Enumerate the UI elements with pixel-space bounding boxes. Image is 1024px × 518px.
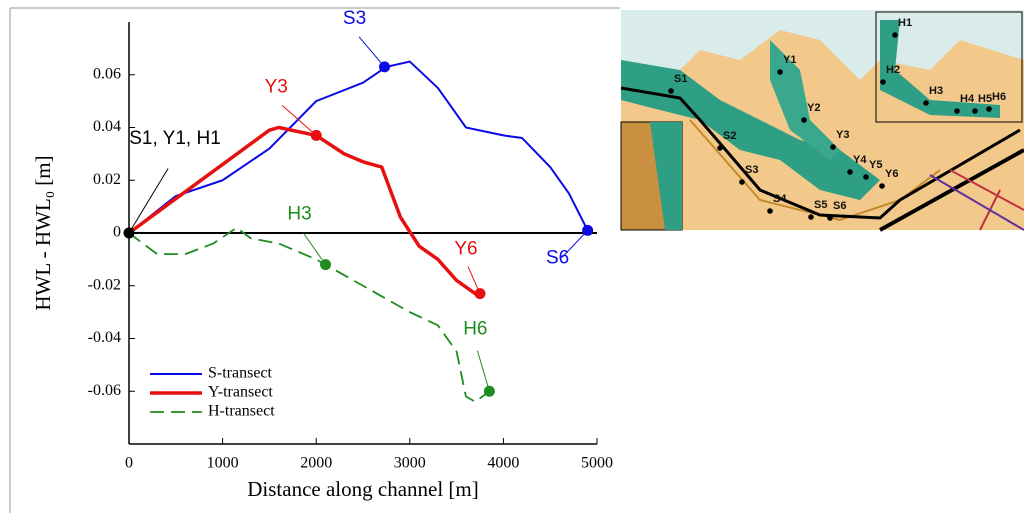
annotation-leader bbox=[477, 351, 489, 392]
x-tick-label: 2000 bbox=[300, 455, 332, 472]
y-tick-label: 0.06 bbox=[93, 65, 121, 82]
annotation-label: H6 bbox=[463, 318, 487, 339]
annotation-leader bbox=[359, 37, 385, 67]
x-tick-label: 5000 bbox=[581, 455, 613, 472]
map-station-label: S5 bbox=[814, 199, 827, 211]
map-station bbox=[863, 174, 869, 180]
map-station-label: Y2 bbox=[807, 102, 820, 114]
annotation-point bbox=[124, 228, 135, 239]
annotation-point bbox=[475, 288, 486, 299]
map-station-label: S3 bbox=[745, 164, 758, 176]
annotation-point bbox=[379, 61, 390, 72]
map-station-label: H6 bbox=[992, 91, 1006, 103]
map-station bbox=[972, 108, 978, 114]
x-axis-label: Distance along channel [m] bbox=[247, 477, 479, 501]
figure: S1Y1H1H2H3H4H5H6Y2S2Y3Y4Y5Y6S3S4S5S6 -0.… bbox=[0, 0, 1024, 513]
annotation-point bbox=[582, 225, 593, 236]
map-station-label: H5 bbox=[978, 93, 992, 105]
map-station bbox=[892, 32, 898, 38]
series-line bbox=[129, 228, 489, 402]
y-tick-label: 0.04 bbox=[93, 118, 121, 135]
map-station-label: Y3 bbox=[836, 129, 849, 141]
annotation-point bbox=[484, 386, 495, 397]
map-station bbox=[777, 69, 783, 75]
map-station-label: Y5 bbox=[869, 159, 882, 171]
legend-label: H-transect bbox=[208, 403, 275, 420]
map-station bbox=[879, 183, 885, 189]
legend-label: Y-transect bbox=[208, 384, 273, 401]
y-tick-label: -0.02 bbox=[88, 276, 121, 293]
annotation-leader bbox=[303, 233, 325, 265]
map-station bbox=[767, 208, 773, 214]
map-station-label: S2 bbox=[723, 130, 736, 142]
map-station-label: Y6 bbox=[885, 168, 898, 180]
annotation-label: S6 bbox=[546, 247, 569, 268]
map-station-label: S1 bbox=[674, 73, 687, 85]
map-station bbox=[827, 215, 833, 221]
legend-label: S-transect bbox=[208, 365, 273, 382]
map-station bbox=[717, 145, 723, 151]
annotation-label: Y3 bbox=[265, 76, 288, 97]
map-station bbox=[954, 108, 960, 114]
y-tick-label: 0.02 bbox=[93, 171, 121, 188]
annotation-label: S3 bbox=[343, 8, 366, 29]
x-tick-label: 0 bbox=[125, 455, 133, 472]
map-station-label: S6 bbox=[833, 200, 846, 212]
annotation-point bbox=[320, 259, 331, 270]
map-station bbox=[986, 106, 992, 112]
y-tick-label: -0.04 bbox=[88, 329, 121, 346]
map-station bbox=[808, 214, 814, 220]
map-station-label: H1 bbox=[898, 17, 912, 29]
map-station-label: Y1 bbox=[783, 54, 796, 66]
y-tick-label: 0 bbox=[113, 224, 121, 241]
annotation-label: H3 bbox=[287, 204, 311, 225]
map-station-label: H2 bbox=[886, 64, 900, 76]
map-station bbox=[847, 169, 853, 175]
y-tick-label: -0.06 bbox=[88, 382, 121, 399]
map-station bbox=[880, 79, 886, 85]
map-station-label: H3 bbox=[929, 85, 943, 97]
map-station-label: S4 bbox=[773, 193, 787, 205]
map-station bbox=[923, 100, 929, 106]
annotation-label: Y6 bbox=[454, 239, 477, 260]
map-station bbox=[801, 117, 807, 123]
x-tick-label: 4000 bbox=[487, 455, 519, 472]
x-tick-label: 3000 bbox=[394, 455, 426, 472]
map-station bbox=[830, 144, 836, 150]
map-station-label: H4 bbox=[960, 93, 975, 105]
annotation-leader bbox=[129, 169, 168, 234]
map-station-label: Y4 bbox=[853, 154, 867, 166]
y-axis-label: HWL - HWL₀ [m] bbox=[31, 155, 55, 310]
x-tick-label: 1000 bbox=[207, 455, 239, 472]
annotation-label: S1, Y1, H1 bbox=[129, 128, 221, 149]
annotation-point bbox=[311, 130, 322, 141]
map-station bbox=[668, 88, 674, 94]
map-station bbox=[739, 179, 745, 185]
